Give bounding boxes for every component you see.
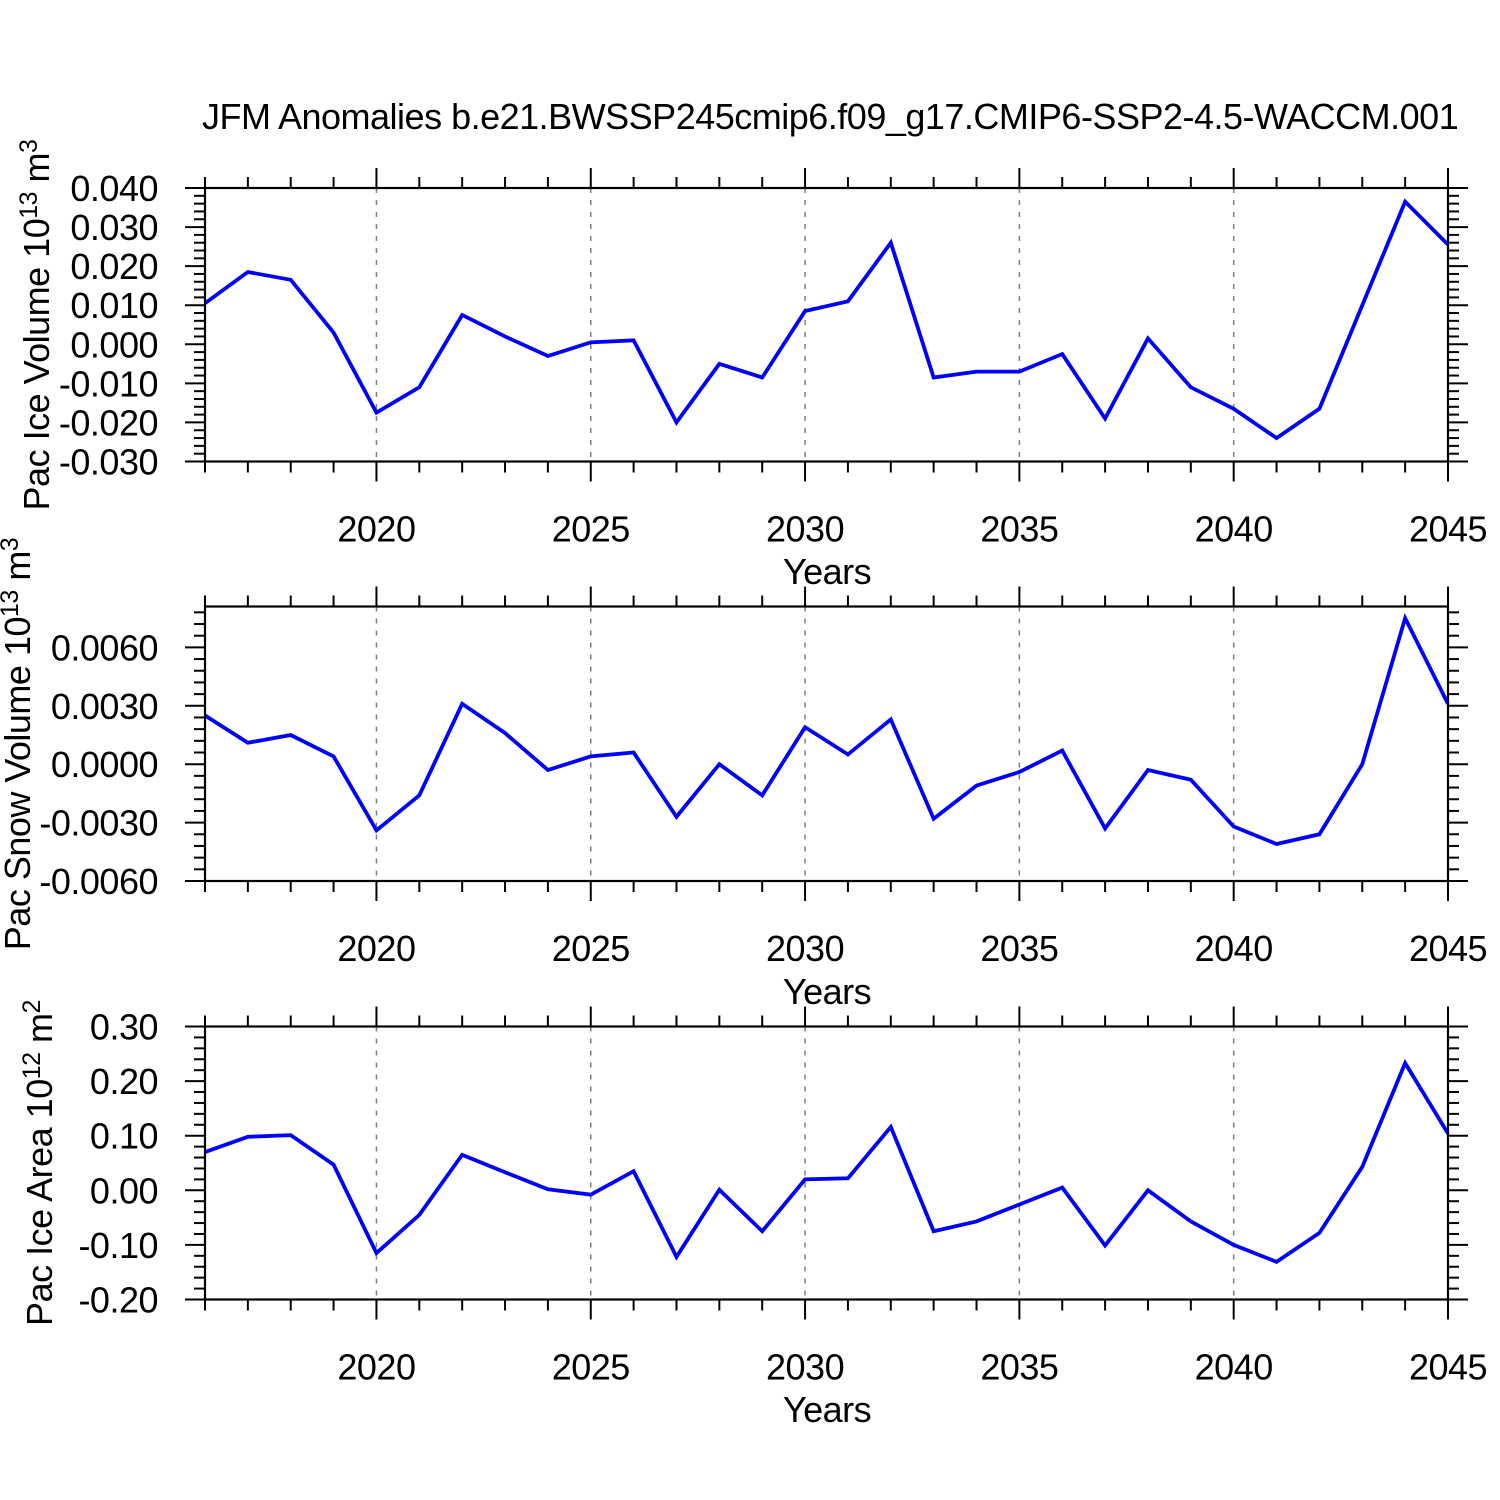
y-axis-title-pac-ice-area: Pac Ice Area 1012 m2 — [18, 1000, 60, 1326]
y-axis-title-unit: m — [0, 551, 38, 591]
y-axis-title-unit: m — [19, 1013, 60, 1053]
x-tick-label: 2035 — [980, 509, 1058, 550]
panel-3: 0.30 0.20 0.10 0.00 -0.10 -0.20 2020 2025 2030 20… — [78, 1006, 1488, 1388]
series-line — [203, 198, 1450, 441]
x-tick-label: 2035 — [980, 928, 1058, 969]
x-tick-label: 2020 — [337, 1347, 415, 1388]
y-axis-title-exponent: 13 — [0, 590, 24, 617]
y-axis-title-pac-snow-volume: Pac Snow Volume 1013 m3 — [0, 538, 38, 951]
y-tick-label: -0.20 — [78, 1280, 158, 1321]
y-axis-title-unit: m — [16, 152, 57, 192]
x-tick-label: 2040 — [1195, 928, 1273, 969]
x-tick-label: 2035 — [980, 1347, 1058, 1388]
y-axis-title-text: Pac Snow Volume 10 — [0, 617, 38, 951]
y-tick-label: -0.10 — [78, 1225, 158, 1266]
y-axis-title-text: Pac Ice Volume 10 — [16, 218, 57, 511]
y-tick-label: 0.10 — [90, 1116, 158, 1157]
series-line — [203, 613, 1450, 846]
y-tick-label: -0.020 — [59, 402, 158, 443]
y-tick-label: 0.20 — [90, 1061, 158, 1102]
y-axis-title-pac-ice-volume: Pac Ice Volume 1013 m3 — [15, 140, 57, 511]
y-tick-label: 0.040 — [70, 168, 158, 209]
x-tick-label: 2040 — [1195, 1347, 1273, 1388]
x-tick-label: 2020 — [337, 928, 415, 969]
y-axis-title-exponent: 12 — [18, 1052, 46, 1080]
x-tick-label: 2025 — [552, 928, 630, 969]
series-line — [204, 1058, 1450, 1264]
y-tick-label: -0.0060 — [39, 861, 158, 902]
y-tick-label: -0.0030 — [39, 803, 158, 844]
x-axis-title-panel-3: Years — [782, 1389, 872, 1430]
x-tick-label: 2045 — [1409, 928, 1487, 969]
plot-frame — [203, 605, 1450, 883]
x-axis-title-panel-2: Years — [782, 971, 872, 1012]
plot-frame — [203, 186, 1450, 463]
y-axis-title-unit-exponent: 2 — [18, 1000, 46, 1014]
x-tick-label: 2030 — [766, 1347, 844, 1388]
x-tick-label: 2040 — [1195, 509, 1273, 550]
x-tick-label: 2045 — [1409, 1347, 1487, 1388]
y-tick-label: 0.010 — [70, 285, 158, 326]
y-tick-label: 0.30 — [90, 1007, 158, 1048]
x-tick-label: 2030 — [766, 928, 844, 969]
y-tick-label: 0.0000 — [51, 744, 158, 785]
y-tick-label: 0.000 — [70, 324, 158, 365]
x-tick-label: 2045 — [1409, 509, 1487, 550]
panel-2: 0.0060 0.0030 0.0000 -0.0030 -0.0060 2020 2025… — [39, 586, 1488, 969]
chart-title: JFM Anomalies b.e21.BWSSP245cmip6.f09_g1… — [202, 96, 1459, 137]
x-tick-label: 2030 — [766, 509, 844, 550]
y-tick-label: -0.030 — [59, 442, 158, 483]
x-tick-label: 2020 — [337, 509, 415, 550]
y-axis-title-exponent: 13 — [15, 191, 43, 219]
plot-frame — [203, 1025, 1450, 1301]
y-tick-label: 0.0030 — [51, 686, 158, 727]
y-tick-label: 0.0060 — [51, 627, 158, 668]
y-axis-title-text: Pac Ice Area 10 — [19, 1079, 60, 1326]
y-tick-label: 0.020 — [70, 246, 158, 287]
panel-1: 0.0400.0300.0200.0100.000-0.010-0.020-0.… — [59, 168, 1488, 550]
x-tick-label: 2025 — [552, 509, 630, 550]
y-axis-title-unit-exponent: 3 — [15, 139, 43, 153]
y-tick-label: 0.00 — [90, 1170, 158, 1211]
y-tick-label: -0.010 — [59, 363, 158, 404]
y-axis-title-unit-exponent: 3 — [0, 538, 24, 551]
x-tick-label: 2025 — [552, 1347, 630, 1388]
x-axis-title-panel-1: Years — [782, 551, 872, 592]
y-tick-label: 0.030 — [70, 207, 158, 248]
